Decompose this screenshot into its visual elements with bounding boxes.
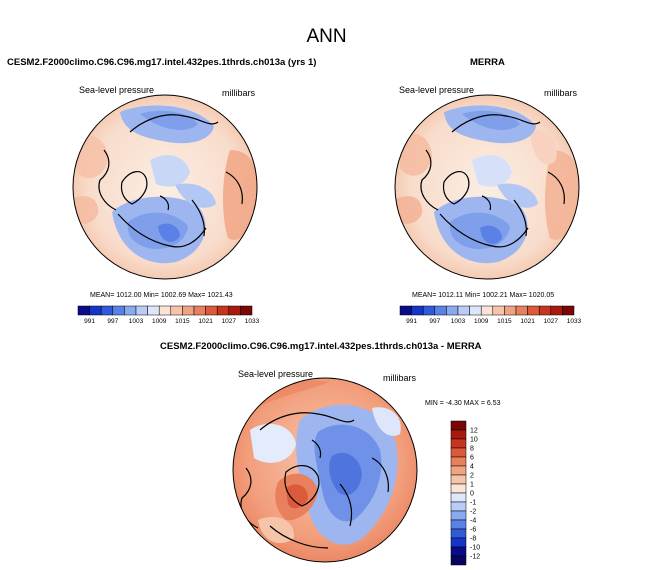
colorbar-1-tick-label: 1027	[222, 318, 237, 325]
colorbar-2-box-11	[527, 305, 540, 316]
colorbar-3-tick-label: -6	[470, 527, 476, 534]
colorbar-1-box-10	[193, 305, 206, 316]
colorbar-2: 991 997 1003 1009 1015 1021 1027 1033	[399, 305, 582, 325]
colorbar-2-box-0	[399, 305, 412, 316]
colorbar-2-box-14	[562, 305, 575, 316]
colorbar-3-tick-label: 10	[470, 437, 478, 444]
colorbar-1-box-6	[147, 305, 160, 316]
colorbar-2-box-13	[550, 305, 563, 316]
polar-map-1	[72, 94, 258, 280]
main-title: ANN	[306, 26, 347, 47]
colorbar-3-box-5	[450, 465, 467, 476]
colorbar-2-box-10	[515, 305, 528, 316]
colorbar-3-box-8	[450, 492, 467, 503]
colorbar-1-tick-label: 1015	[175, 318, 190, 325]
panel-3-stats: MIN = -4.30 MAX = 6.53	[425, 400, 501, 407]
panel-1-variable-label: Sea-level pressure	[79, 85, 155, 95]
colorbar-2-box-8	[492, 305, 505, 316]
colorbar-3-tick-label: 2	[470, 473, 474, 480]
panel-3-units-label: millibars	[383, 373, 417, 383]
colorbar-1-box-11	[205, 305, 218, 316]
colorbar-3-box-15	[450, 555, 467, 566]
colorbar-3-tick-label: -8	[470, 536, 476, 543]
colorbar-2-box-6	[469, 305, 482, 316]
colorbar-3-box-0	[450, 420, 467, 431]
colorbar-3-box-14	[450, 546, 467, 557]
colorbar-2-box-1	[411, 305, 424, 316]
panel-3-title: CESM2.F2000climo.C96.C96.mg17.intel.432p…	[160, 341, 482, 352]
colorbar-3-tick-label: -10	[470, 545, 480, 552]
colorbar-3-box-1	[450, 429, 467, 440]
colorbar-2-tick-label: 1027	[544, 318, 559, 325]
colorbar-1: 991 997 1003 1009 1015 1021 1027 1033	[77, 305, 260, 325]
colorbar-2-box-2	[422, 305, 436, 316]
colorbar-1-box-14	[240, 305, 253, 316]
colorbar-1-box-9	[182, 305, 195, 316]
colorbar-1-tick-label: 991	[84, 318, 95, 325]
colorbar-3-tick-label: -2	[470, 509, 476, 516]
colorbar-1-box-7	[158, 305, 172, 316]
colorbar-2-box-9	[504, 305, 517, 316]
panel-2-units-label: millibars	[544, 88, 578, 98]
colorbar-3-tick-label: 8	[470, 446, 474, 453]
colorbar-2-box-4	[446, 305, 459, 316]
colorbar-1-box-2	[100, 305, 114, 316]
colorbar-1-box-3	[112, 305, 125, 316]
panel-2-stats: MEAN= 1012.11 Min= 1002.21 Max= 1020.05	[412, 292, 555, 299]
colorbar-2-tick-label: 1033	[567, 318, 582, 325]
colorbar-1-tick-label: 1033	[245, 318, 260, 325]
colorbar-1-box-12	[216, 305, 230, 316]
colorbar-3-tick-label: 6	[470, 455, 474, 462]
colorbar-3-box-2	[450, 438, 467, 449]
colorbar-1-box-8	[170, 305, 183, 316]
panel-3-variable-label: Sea-level pressure	[238, 369, 314, 379]
colorbar-1-tick-label: 1021	[198, 318, 213, 325]
colorbar-3-tick-label: 12	[470, 428, 478, 435]
colorbar-3-box-3	[450, 447, 467, 458]
colorbar-3-tick-label: -4	[470, 518, 476, 525]
panel-2-title: MERRA	[470, 57, 505, 68]
colorbar-1-box-1	[89, 305, 102, 316]
colorbar-2-box-7	[480, 305, 494, 316]
colorbar-1-box-13	[228, 305, 241, 316]
colorbar-3-tick-label: 0	[470, 491, 474, 498]
panel-1-units-label: millibars	[222, 88, 256, 98]
colorbar-3-box-12	[450, 528, 467, 539]
colorbar-3-box-6	[450, 474, 467, 485]
colorbar-1-tick-label: 1003	[129, 318, 144, 325]
colorbar-2-tick-label: 1021	[520, 318, 535, 325]
colorbar-3-box-10	[450, 510, 467, 521]
colorbar-3-tick-label: 1	[470, 482, 474, 489]
colorbar-3-tick-label: 4	[470, 464, 474, 471]
colorbar-3-box-4	[450, 456, 467, 467]
colorbar-2-tick-label: 997	[429, 318, 440, 325]
colorbar-3-box-9	[450, 501, 467, 512]
panel-2-variable-label: Sea-level pressure	[399, 85, 475, 95]
colorbar-1-tick-label: 1009	[152, 318, 167, 325]
colorbar-2-box-12	[538, 305, 552, 316]
panel-1-title: CESM2.F2000climo.C96.C96.mg17.intel.432p…	[7, 57, 317, 68]
colorbar-2-tick-label: 991	[406, 318, 417, 325]
colorbar-1-box-5	[135, 305, 148, 316]
colorbar-3-box-13	[450, 537, 467, 548]
colorbar-2-box-5	[457, 305, 470, 316]
colorbar-1-box-4	[124, 305, 137, 316]
colorbar-3-box-11	[450, 519, 467, 530]
panel-1-stats: MEAN= 1012.00 Min= 1002.69 Max= 1021.43	[90, 292, 233, 299]
colorbar-3-tick-label: -1	[470, 500, 476, 507]
colorbar-2-box-3	[434, 305, 447, 316]
colorbar-2-tick-label: 1009	[474, 318, 489, 325]
colorbar-2-tick-label: 1003	[451, 318, 466, 325]
colorbar-2-tick-label: 1015	[497, 318, 512, 325]
polar-map-3	[232, 377, 418, 563]
polar-map-2	[394, 94, 580, 280]
colorbar-3-box-7	[450, 483, 467, 494]
colorbar-1-box-0	[77, 305, 90, 316]
colorbar-1-tick-label: 997	[107, 318, 118, 325]
colorbar-3-tick-label: -12	[470, 554, 480, 561]
